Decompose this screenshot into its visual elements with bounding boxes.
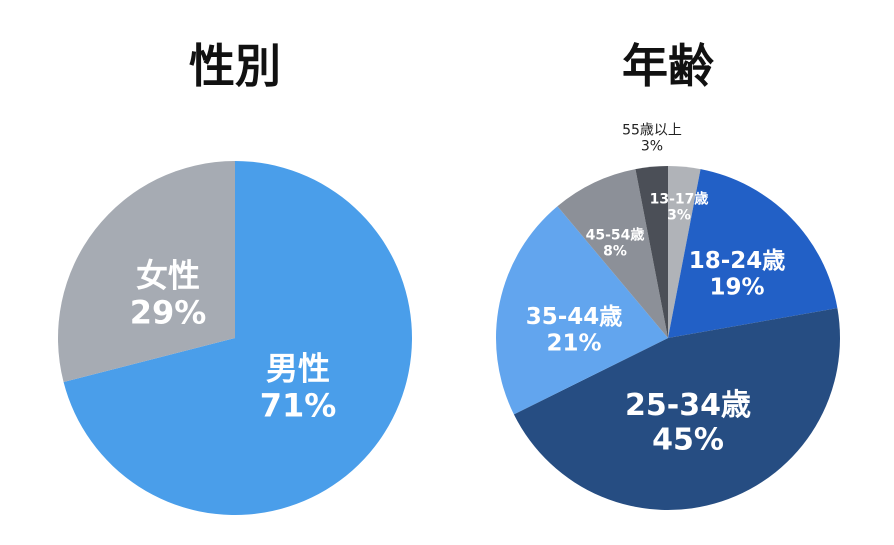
age-slice-5: [635, 166, 668, 338]
age-slice-0-percent: 3%: [667, 208, 691, 224]
age-slice-2-label: 25-34歳: [625, 388, 751, 423]
age-slice-1-label: 18-24歳: [689, 248, 786, 274]
age-slice-2: [513, 308, 841, 510]
gender-slice-1-label: 女性: [136, 256, 200, 294]
age-slice-0-label: 13-17歳: [650, 191, 709, 208]
age-slice-3: [496, 206, 668, 415]
gender-slice-1-percent: 29%: [130, 293, 207, 331]
age-slice-3-label: 35-44歳: [526, 304, 623, 330]
age-slice-1: [668, 169, 838, 338]
age-slice-4-label: 45-54歳: [586, 227, 645, 244]
age-slice-0: [668, 166, 701, 338]
age-chart-title: 年齢: [622, 39, 714, 93]
gender-slice-0-percent: 71%: [260, 386, 337, 424]
gender-slice-0: [63, 161, 412, 515]
age-slice-4: [557, 169, 668, 338]
age-slice-5-label: 55歳以上: [622, 123, 682, 139]
gender-slice-0-label: 男性: [266, 349, 330, 387]
age-slice-1-percent: 19%: [709, 274, 764, 300]
gender-slice-1: [57, 161, 235, 383]
age-chart: 年齢 13-17歳3%18-24歳19%25-34歳45%35-44歳21%45…: [496, 39, 841, 510]
age-slice-2-percent: 45%: [652, 422, 724, 457]
age-slice-4-percent: 8%: [603, 244, 627, 260]
age-slice-5-percent: 3%: [641, 139, 663, 155]
gender-chart-title: 性別: [189, 39, 281, 93]
age-slice-3-percent: 21%: [546, 330, 601, 356]
